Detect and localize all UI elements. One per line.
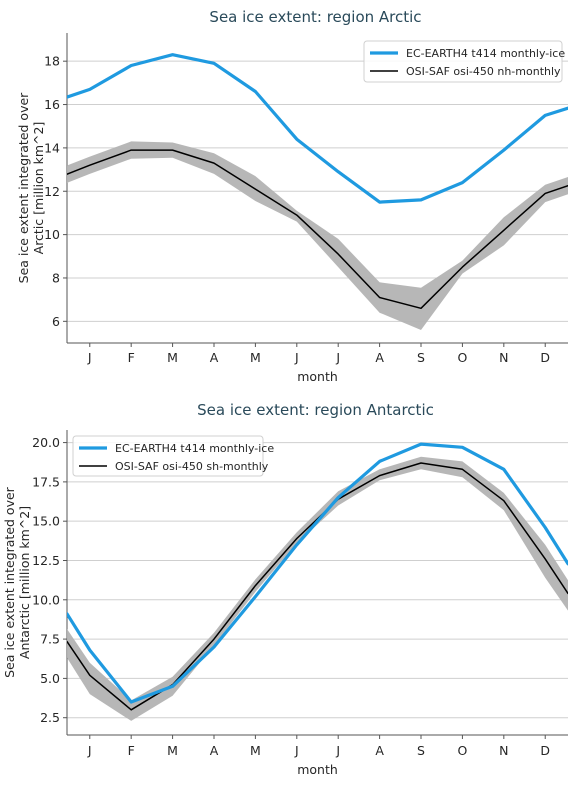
x-tick-label: S bbox=[417, 743, 425, 758]
x-tick-label: O bbox=[457, 350, 467, 365]
y-tick-label: 10.0 bbox=[32, 592, 60, 607]
y-axis-label-line: Arctic [million km^2] bbox=[31, 122, 46, 255]
y-tick-label: 16 bbox=[44, 97, 60, 112]
plot-area bbox=[67, 53, 568, 330]
y-tick-label: 15.0 bbox=[32, 514, 60, 529]
legend-label: OSI-SAF osi-450 nh-monthly bbox=[406, 65, 561, 78]
legend-box bbox=[72, 435, 264, 477]
y-tick-label: 8 bbox=[52, 270, 60, 285]
y-tick-label: 6 bbox=[52, 314, 60, 329]
x-tick-label: A bbox=[210, 350, 219, 365]
x-tick-label: J bbox=[335, 743, 340, 758]
legend-label: OSI-SAF osi-450 sh-monthly bbox=[115, 460, 269, 473]
x-tick-label: M bbox=[250, 350, 261, 365]
x-tick-label: S bbox=[417, 350, 425, 365]
x-axis-label: month bbox=[297, 762, 338, 777]
x-tick-label: J bbox=[294, 350, 299, 365]
y-tick-label: 18 bbox=[44, 54, 60, 69]
y-axis-label-line: Antarctic [million km^2] bbox=[17, 506, 32, 659]
y-tick-label: 5.0 bbox=[40, 671, 60, 686]
plot-area bbox=[67, 442, 568, 721]
y-tick-label: 7.5 bbox=[40, 632, 60, 647]
y-tick-label: 2.5 bbox=[40, 710, 60, 725]
antarctic-chart: Sea ice extent: region Antarctic 2.5 5.0 7.… bbox=[2, 401, 568, 777]
uncertainty-band bbox=[67, 456, 568, 721]
model-series-line bbox=[67, 442, 568, 704]
x-tick-label: J bbox=[294, 743, 299, 758]
x-tick-label: J bbox=[335, 350, 340, 365]
x-tick-label: F bbox=[128, 743, 135, 758]
y-tick-label: 10 bbox=[44, 227, 60, 242]
legend-label: EC-EARTH4 t414 monthly-ice bbox=[406, 47, 565, 60]
y-axis-label-line: Sea ice extent integrated over bbox=[16, 92, 31, 283]
model-series-line bbox=[67, 53, 568, 204]
x-tick-label: A bbox=[210, 743, 219, 758]
x-tick-label: M bbox=[167, 743, 178, 758]
y-tick-label: 20.0 bbox=[32, 435, 60, 450]
x-tick-label: J bbox=[87, 350, 92, 365]
y-axis-label: Sea ice extent integrated overAntarctic … bbox=[2, 486, 32, 677]
x-tick-label: N bbox=[499, 350, 508, 365]
x-tick-label: J bbox=[87, 743, 92, 758]
y-axis-label: Sea ice extent integrated overArctic [mi… bbox=[16, 92, 46, 283]
x-tick-label: M bbox=[167, 350, 178, 365]
x-tick-label: F bbox=[128, 350, 135, 365]
y-tick-label: 12.5 bbox=[32, 553, 60, 568]
y-axis-label-line: Sea ice extent integrated over bbox=[2, 486, 17, 677]
x-tick-label: M bbox=[250, 743, 261, 758]
x-tick-label: D bbox=[540, 350, 550, 365]
y-tick-label: 12 bbox=[44, 184, 60, 199]
x-tick-label: A bbox=[375, 743, 384, 758]
legend-label: EC-EARTH4 t414 monthly-ice bbox=[115, 442, 274, 455]
chart-title: Sea ice extent: region Arctic bbox=[209, 8, 421, 26]
y-tick-label: 17.5 bbox=[32, 474, 60, 489]
y-tick-label: 14 bbox=[44, 140, 60, 155]
x-axis-label: month bbox=[297, 369, 338, 384]
x-tick-label: O bbox=[457, 743, 467, 758]
uncertainty-band bbox=[67, 141, 568, 330]
x-tick-label: D bbox=[540, 743, 550, 758]
x-tick-label: N bbox=[499, 743, 508, 758]
chart-title: Sea ice extent: region Antarctic bbox=[197, 401, 434, 419]
arctic-chart: Sea ice extent: region Arctic 6 8 10 12 14 16 1… bbox=[16, 8, 568, 384]
x-tick-label: A bbox=[375, 350, 384, 365]
observation-series-line bbox=[67, 149, 568, 310]
legend-box bbox=[363, 40, 563, 83]
